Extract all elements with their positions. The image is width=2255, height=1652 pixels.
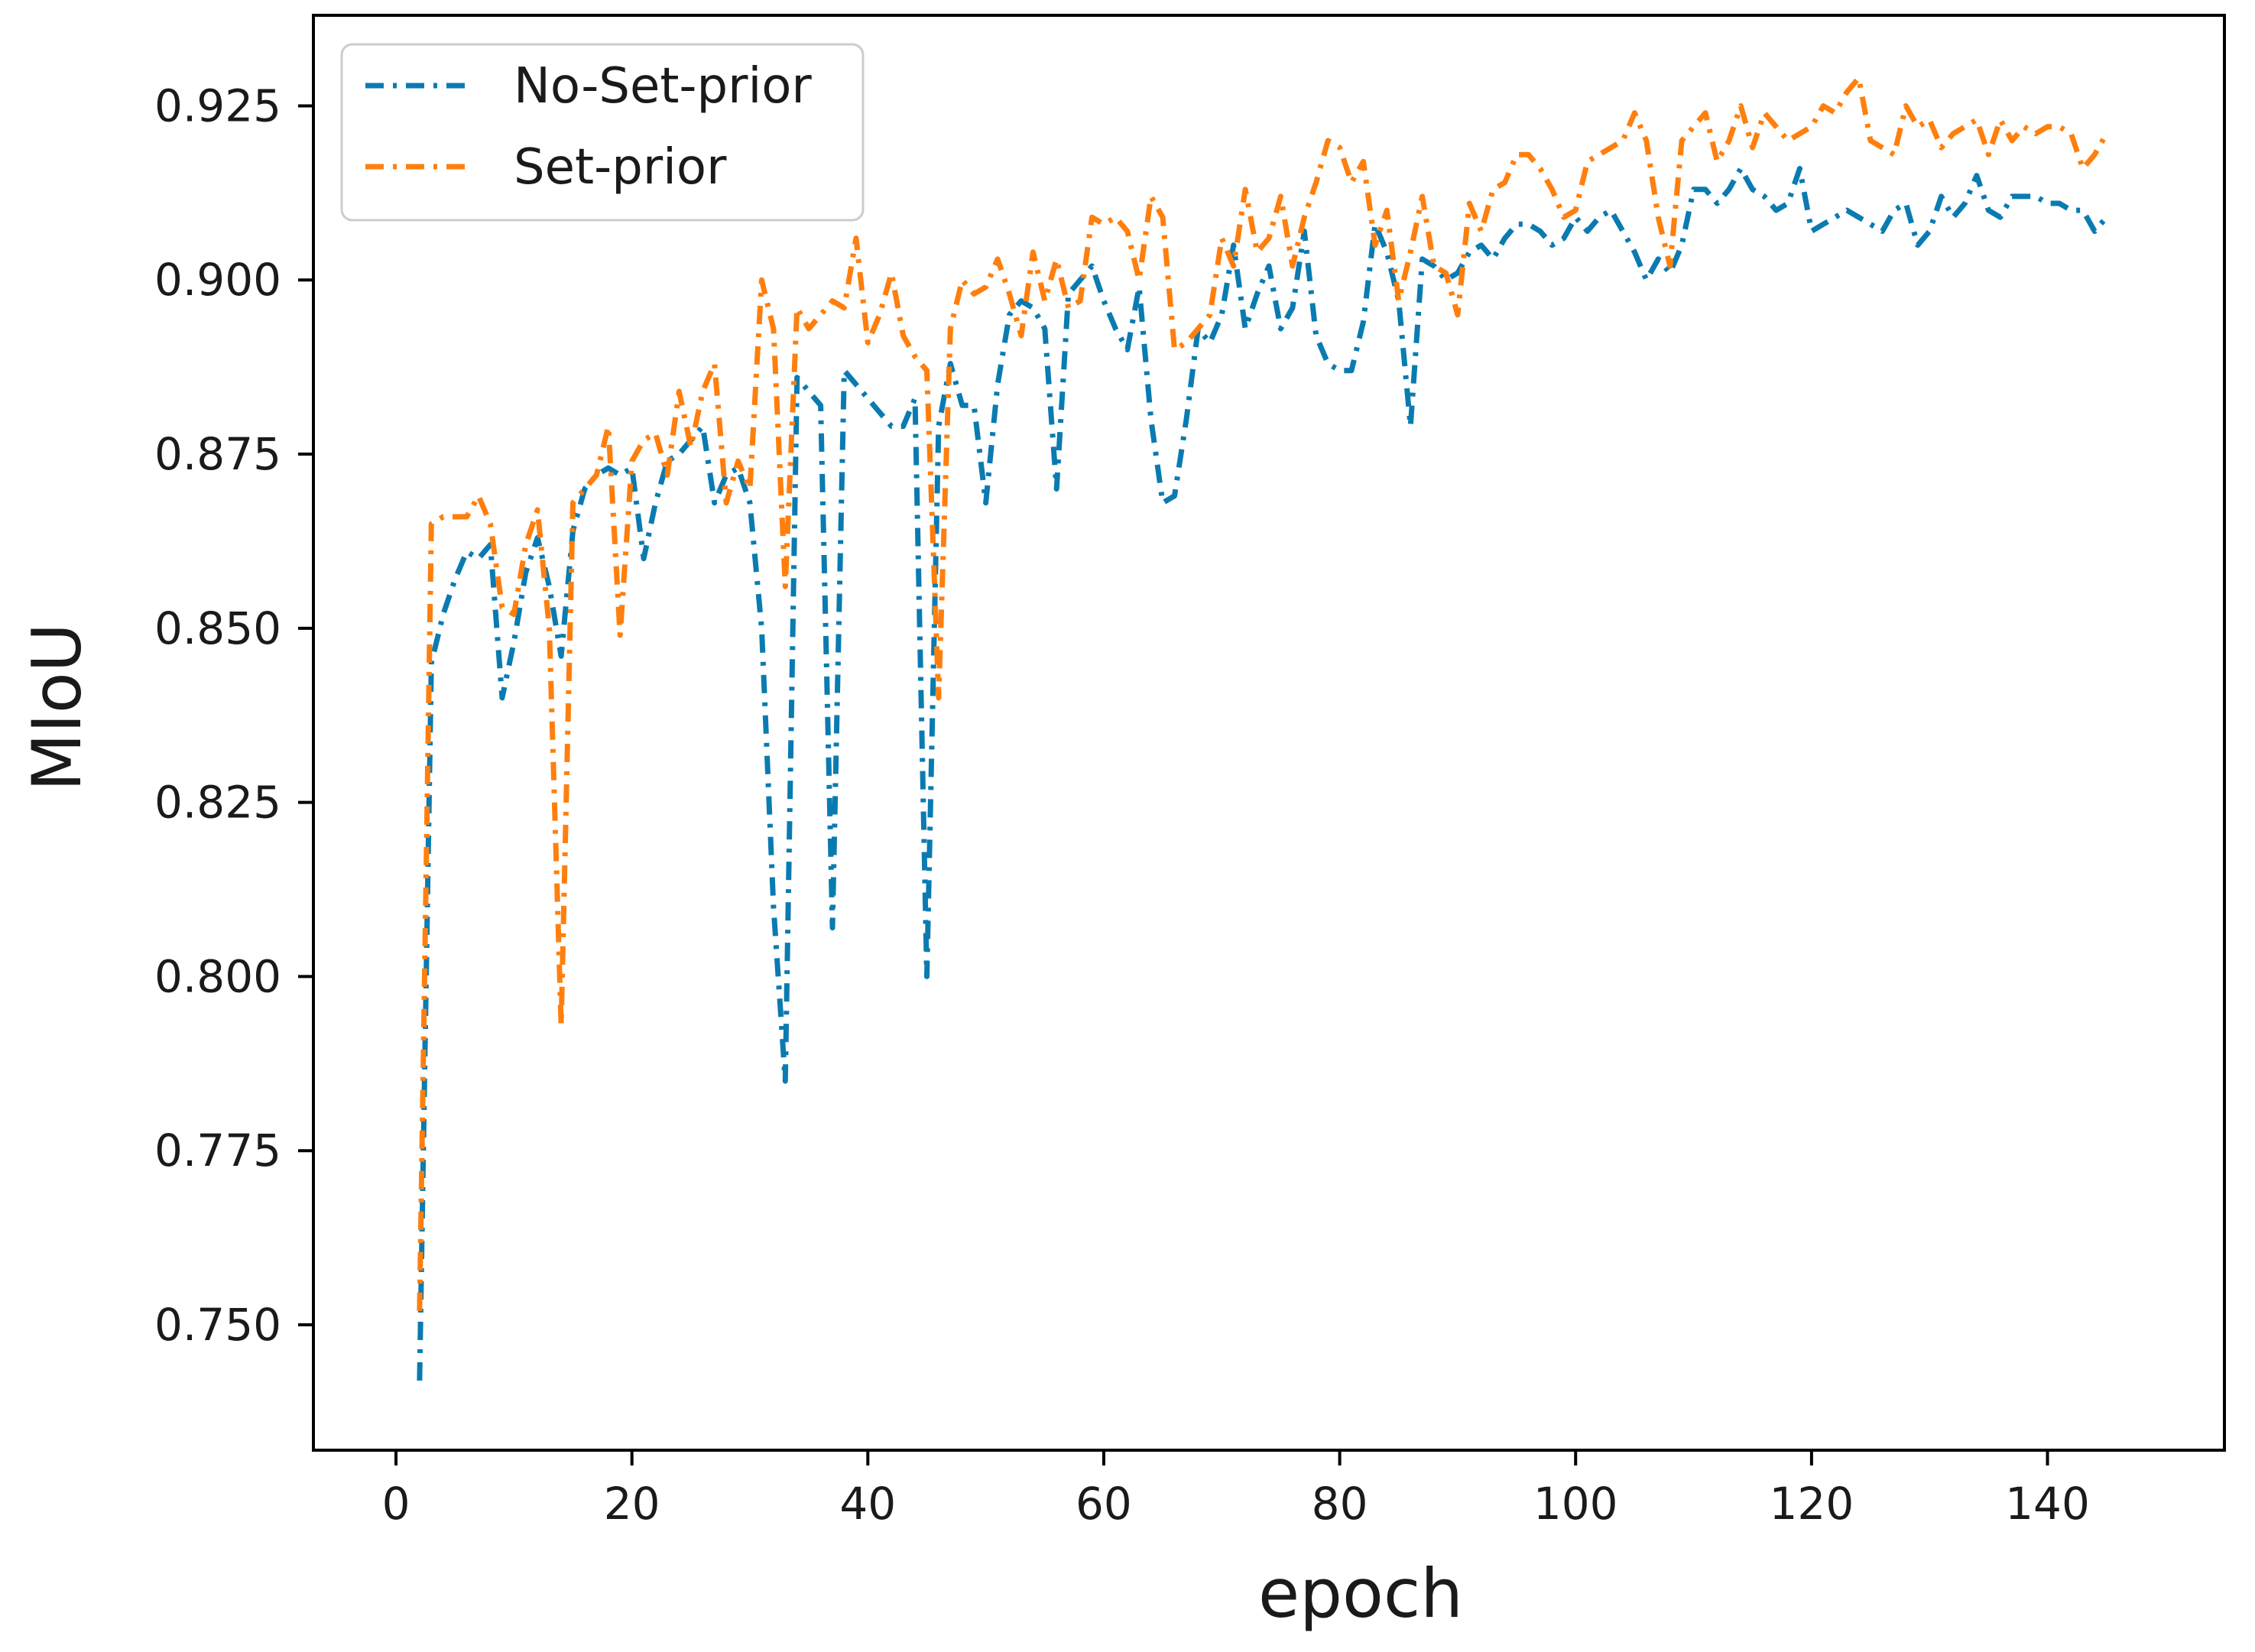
y-tick-label: 0.900 (154, 254, 281, 306)
y-axis-title: MIoU (18, 623, 96, 791)
x-tick-label: 20 (604, 1478, 660, 1530)
x-tick-label: 100 (1533, 1478, 1618, 1530)
x-tick-label: 140 (2005, 1478, 2090, 1530)
x-tick-label: 120 (1770, 1478, 1854, 1530)
x-axis-ticks: 0 20 40 60 80 100 120 140 (382, 1450, 2090, 1530)
legend: No-Set-prior Set-prior (340, 43, 865, 222)
y-tick-label: 0.750 (154, 1299, 281, 1351)
y-tick-label: 0.775 (154, 1125, 281, 1177)
x-tick-label: 0 (382, 1478, 410, 1530)
legend-label-no-set-prior: No-Set-prior (514, 58, 812, 115)
legend-box (340, 43, 865, 222)
series-layer (417, 75, 2109, 1381)
y-axis-ticks: 0.750 0.775 0.800 0.825 0.850 0.875 0.900 0.925 (154, 80, 313, 1351)
x-tick-label: 80 (1312, 1478, 1368, 1530)
x-tick-label: 40 (839, 1478, 896, 1530)
y-tick-label: 0.925 (154, 80, 281, 131)
x-axis-title: epoch (1258, 1554, 1463, 1633)
plot-area-frame (312, 14, 2226, 1452)
y-tick-label: 0.825 (154, 777, 281, 829)
x-tick-label: 60 (1076, 1478, 1132, 1530)
series-line-set-prior (417, 75, 2109, 1311)
y-tick-label: 0.875 (154, 428, 281, 480)
series-line-no-set-prior (417, 166, 2109, 1381)
y-tick-label: 0.850 (154, 602, 281, 654)
legend-label-set-prior: Set-prior (514, 139, 727, 196)
y-tick-label: 0.800 (154, 950, 281, 1002)
